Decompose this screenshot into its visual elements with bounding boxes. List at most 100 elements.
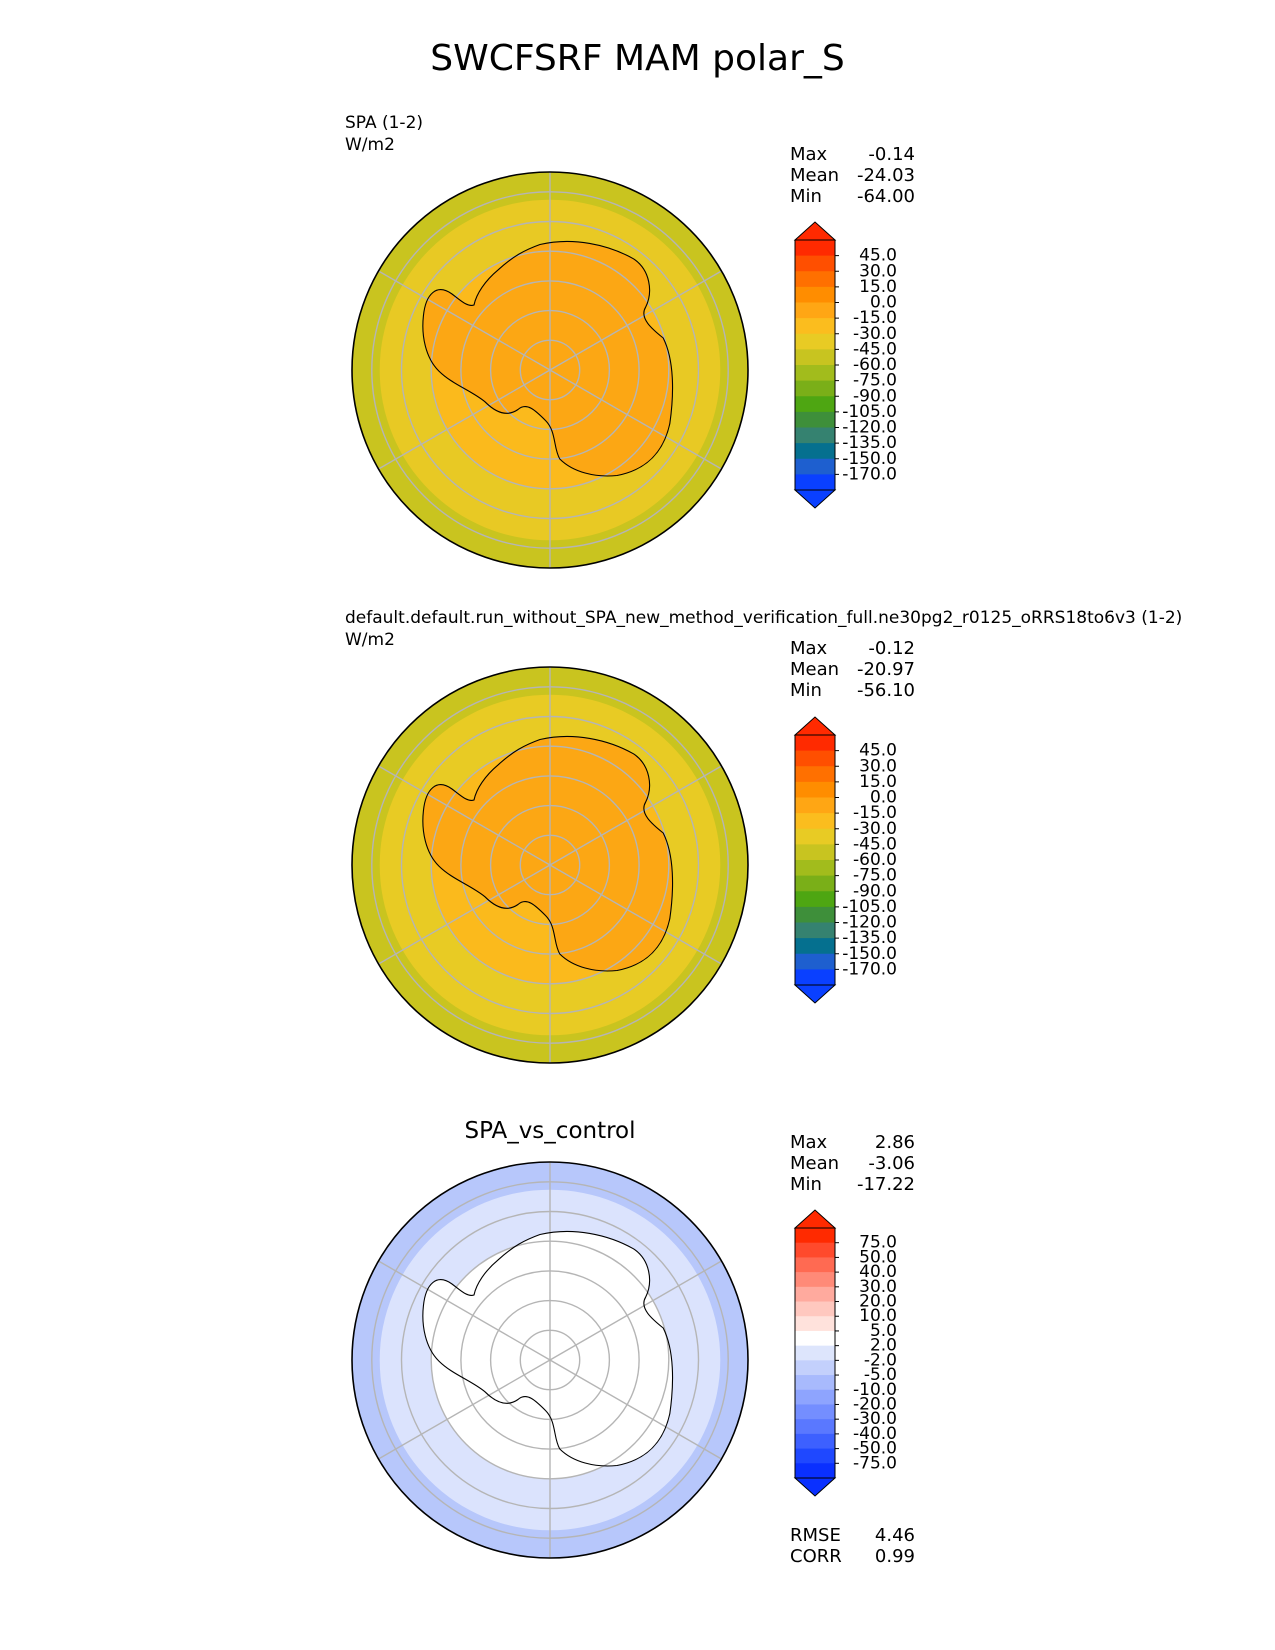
longitude-line: [378, 765, 551, 866]
colorbar-segment: [795, 1433, 835, 1450]
coastline: [422, 1230, 674, 1467]
corr-label: CORR: [790, 1546, 842, 1567]
colorbar-segment: [795, 860, 835, 877]
colorbar-tick-label: -135.0: [842, 928, 897, 948]
min-label: Min: [790, 186, 822, 207]
mean-value: -24.03: [856, 165, 915, 186]
panel-1-map: [351, 171, 749, 569]
min-value: -64.00: [856, 186, 915, 207]
colorbar-tick-label: 5.0: [870, 1321, 897, 1341]
mean-value: -3.06: [868, 1153, 915, 1174]
panel-2-map: [351, 666, 749, 1064]
colorbar-tick-label: 2.0: [870, 1336, 897, 1356]
colorbar-tick-label: 40.0: [859, 1262, 897, 1282]
colorbar-tick-label: -10.0: [853, 1380, 897, 1400]
colorbar-segment: [795, 750, 835, 767]
colorbar-tick-label: -15.0: [853, 803, 897, 823]
coastline: [422, 735, 674, 972]
map-border: [351, 171, 749, 569]
colorbar-segment: [795, 255, 835, 272]
colorbar-segment: [795, 427, 835, 444]
panel-3-metrics: RMSE 4.46 CORR 0.99: [790, 1525, 915, 1567]
colorbar-tick-label: -30.0: [853, 1409, 897, 1429]
min-value: -56.10: [856, 680, 915, 701]
colorbar-tick-label: -2.0: [864, 1350, 897, 1370]
mean-value: -20.97: [856, 659, 915, 680]
panel-2-units: W/m2: [345, 630, 395, 650]
colorbar-max-extension: [793, 716, 837, 736]
rmse-label: RMSE: [790, 1525, 841, 1546]
colorbar-segment: [795, 1228, 835, 1244]
longitude-line: [549, 765, 722, 866]
colorbar-tick-label: 20.0: [859, 1292, 897, 1312]
colorbar-tick-label: -170.0: [842, 959, 897, 979]
max-value: -0.12: [868, 638, 915, 659]
colorbar-tick-label: -15.0: [853, 308, 897, 328]
min-label: Min: [790, 680, 822, 701]
colorbar-segment: [795, 1330, 835, 1347]
colorbar-tick-label: -105.0: [842, 402, 897, 422]
colorbar-segment: [795, 271, 835, 288]
longitude-line: [549, 864, 722, 965]
colorbar-tick-label: -75.0: [853, 1453, 897, 1473]
longitude-line: [549, 1359, 722, 1460]
colorbar-tick-label: -105.0: [842, 897, 897, 917]
colorbar-tick-label: -120.0: [842, 418, 897, 438]
colorbar-segment: [795, 365, 835, 382]
colorbar-tick-label: 15.0: [859, 772, 897, 792]
panel-2-colorbar: 45.030.015.00.0-15.0-30.0-45.0-60.0-75.0…: [793, 716, 897, 1004]
longitude-line: [378, 1260, 551, 1361]
longitude-line: [378, 270, 551, 371]
colorbar-tick-label: 45.0: [859, 246, 897, 266]
colorbar-segment: [795, 411, 835, 428]
panel-3-title: SPA_vs_control: [464, 1118, 636, 1144]
max-label: Max: [790, 144, 828, 165]
colorbar-segment: [795, 333, 835, 350]
max-value: 2.86: [874, 1132, 915, 1153]
colorbar-segment: [795, 1419, 835, 1435]
colorbar-segment: [795, 240, 835, 257]
colorbar-tick-label: -40.0: [853, 1424, 897, 1444]
max-label: Max: [790, 1132, 828, 1153]
panel-2-stats: Max -0.12 Mean -20.97 Min -56.10: [790, 638, 915, 701]
antarctica-shade: [422, 241, 673, 476]
panel-3-colorbar: 75.050.040.030.020.010.05.02.0-2.0-5.0-1…: [793, 1209, 897, 1497]
colorbar-segment: [795, 969, 835, 986]
colorbar-segment: [795, 458, 835, 475]
colorbar-tick-label: -150.0: [842, 944, 897, 964]
colorbar-segment: [795, 1389, 835, 1405]
colorbar-tick-label: -120.0: [842, 913, 897, 933]
colorbar-segment: [795, 1463, 835, 1479]
panel-1-label: SPA (1-2): [345, 113, 424, 133]
corr-value: 0.99: [874, 1546, 915, 1567]
colorbar-segment: [795, 1257, 835, 1273]
colorbar-segment: [795, 797, 835, 814]
colorbar-tick-label: -90.0: [853, 881, 897, 901]
map-border: [351, 666, 749, 1064]
colorbar-tick-label: 45.0: [859, 741, 897, 761]
colorbar-tick-label: -45.0: [853, 339, 897, 359]
colorbar-tick-label: 75.0: [859, 1233, 897, 1253]
colorbar-tick-label: -5.0: [864, 1365, 897, 1385]
colorbar-segment: [795, 302, 835, 319]
coastline: [422, 240, 674, 477]
colorbar-segment: [795, 1242, 835, 1258]
colorbar-tick-label: -30.0: [853, 324, 897, 344]
panel-3-map: [351, 1161, 749, 1559]
colorbar-segment: [795, 1286, 835, 1303]
colorbar-min-extension: [793, 984, 837, 1004]
colorbar-segment: [795, 938, 835, 955]
colorbar-tick-label: -90.0: [853, 386, 897, 406]
colorbar-segment: [795, 1301, 835, 1317]
colorbar-segment: [795, 1404, 835, 1420]
antarctica-shade: [422, 736, 673, 971]
colorbar-tick-label: 0.0: [870, 788, 897, 808]
colorbar-segment: [795, 922, 835, 939]
colorbar-segment: [795, 953, 835, 970]
colorbar-tick-label: -45.0: [853, 834, 897, 854]
colorbar-tick-label: 30.0: [859, 1277, 897, 1297]
colorbar-tick-label: -135.0: [842, 433, 897, 453]
colorbar-tick-label: 50.0: [859, 1247, 897, 1267]
panel-3-stats: Max 2.86 Mean -3.06 Min -17.22: [790, 1132, 915, 1195]
colorbar-tick-label: 30.0: [859, 261, 897, 281]
